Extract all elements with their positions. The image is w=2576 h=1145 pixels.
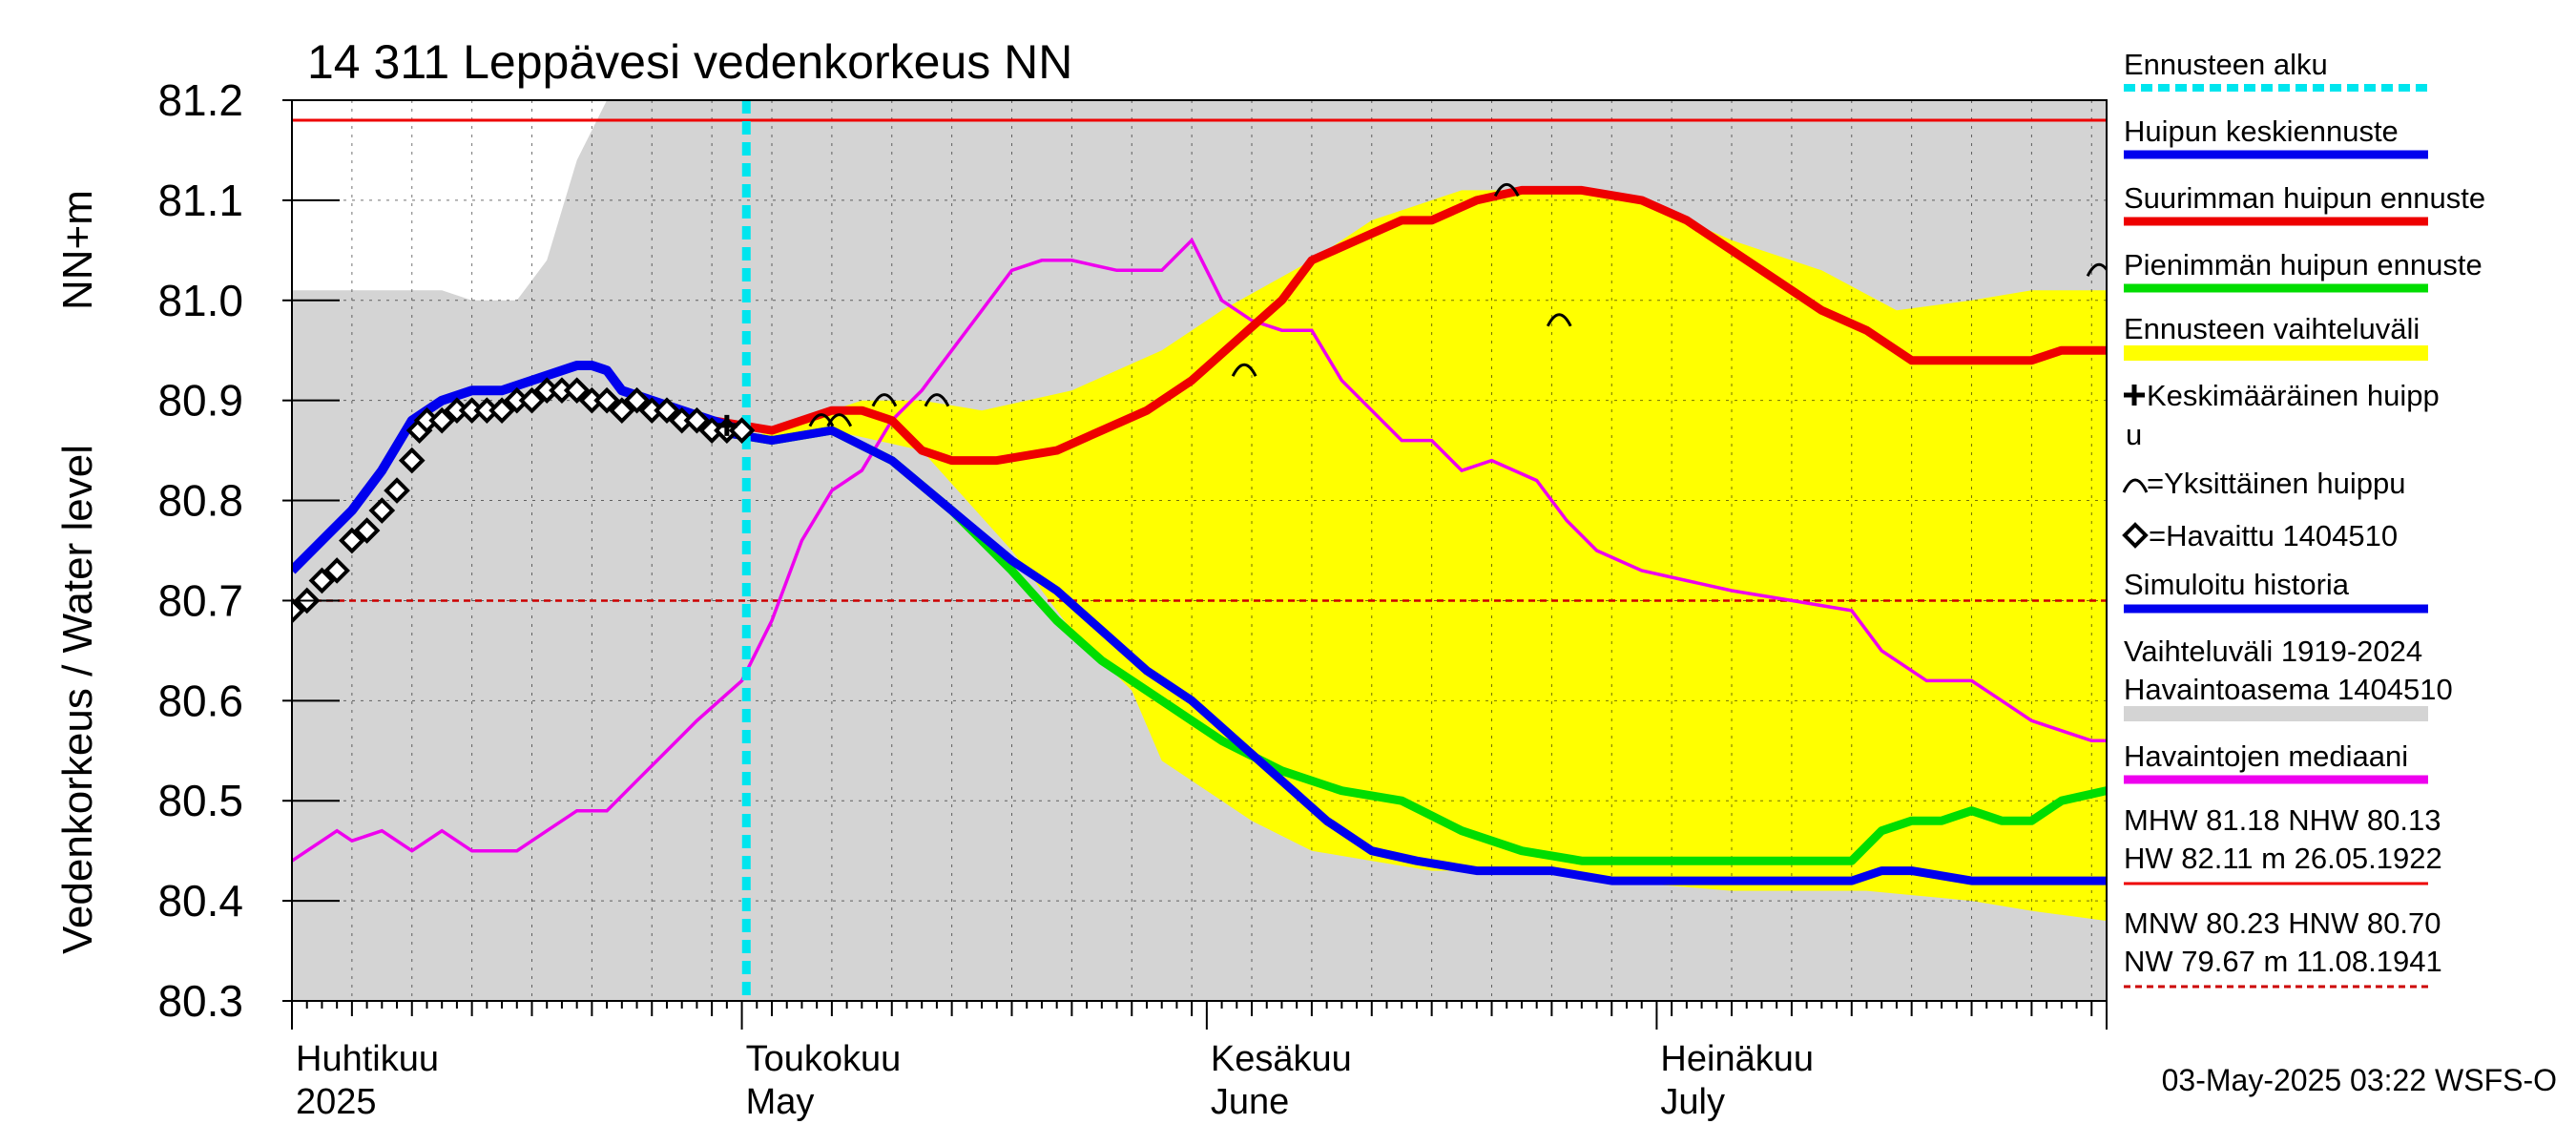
simulated-history-line [292, 361, 744, 574]
single-peak-marker [826, 413, 853, 427]
forecast-variation-band [741, 190, 2107, 922]
x-month-label: Kesäkuu [1211, 1039, 1352, 1079]
legend-label-2: Havaintoasema 1404510 [2124, 673, 2453, 706]
x-month-label-en: 2025 [296, 1082, 377, 1122]
single-peak-marker [1546, 313, 1572, 327]
y-tick-label: 80.7 [157, 575, 243, 625]
timestamp: 03-May-2025 03:22 WSFS-O [2162, 1063, 2557, 1097]
observed-point [623, 386, 651, 414]
single-peak-marker [924, 393, 950, 407]
single-peak-marker [1231, 363, 1257, 377]
y-tick-label: 80.6 [157, 676, 243, 725]
observed-point [518, 386, 546, 414]
x-month-label: Toukokuu [746, 1039, 902, 1079]
legend-label: Havaintojen mediaani [2124, 739, 2408, 773]
legend-label: Ennusteen alku [2124, 48, 2328, 81]
legend-label: Ennusteen vaihteluväli [2124, 312, 2420, 345]
observed-point [428, 406, 456, 434]
legend-swatch-plus [2124, 385, 2145, 406]
chart-title: 14 311 Leppävesi vedenkorkeus NN [307, 35, 1072, 89]
y-axis: 80.3 80.4 80.5 80.6 80.7 80.8 80.9 81.0 81.1 81.2 [157, 75, 340, 1026]
observed-point [488, 397, 515, 424]
observed-point [339, 527, 365, 554]
legend-swatch-diamond [2122, 522, 2149, 549]
observed-point [308, 567, 336, 594]
observed-point [593, 386, 620, 414]
single-peak-marker [2086, 262, 2107, 278]
y-tick-label: 80.3 [157, 976, 243, 1026]
legend-label: Vaihteluväli 1919-2024 [2124, 635, 2422, 668]
plot-area [291, 99, 2108, 1002]
observed-point [323, 557, 350, 584]
single-peak-marker [1493, 182, 1520, 198]
x-month-label-en: July [1660, 1082, 1725, 1122]
y-tick-label: 80.9 [157, 376, 243, 426]
max-peak-forecast-line [711, 185, 2107, 466]
stats-low-line2: NW 79.67 m 11.08.1941 [2124, 945, 2442, 978]
legend-swatch-band [2124, 706, 2428, 721]
x-month-label: Huhtikuu [296, 1039, 439, 1079]
observed-point [292, 597, 305, 624]
observed-point [368, 497, 396, 524]
x-month-label: Heinäkuu [1660, 1039, 1814, 1079]
legend-label: =Yksittäinen huippu [2147, 467, 2405, 500]
legend-label: Keskimääräinen huipp [2147, 379, 2440, 412]
observed-point [353, 517, 381, 544]
x-month-label-en: May [746, 1082, 815, 1122]
observed-point [654, 397, 680, 424]
y-axis-unit: NN+m [54, 190, 101, 310]
y-tick-label: 80.4 [157, 876, 243, 926]
legend-label: =Havaittu 1404510 [2149, 519, 2398, 552]
median-line [292, 237, 2107, 863]
observed-point [563, 377, 591, 405]
observed-point [384, 477, 410, 504]
legend: Ennusteen alku Huipun keskiennuste Suurimm… [2122, 48, 2485, 989]
observed-point [683, 406, 711, 434]
x-month-label-en: June [1211, 1082, 1289, 1122]
observed-point [608, 397, 635, 424]
y-tick-label: 81.1 [157, 176, 243, 225]
mean-peak-forecast-line [711, 426, 2107, 885]
y-tick-label: 81.0 [157, 276, 243, 325]
legend-label: Suurimman huipun ennuste [2124, 181, 2485, 215]
y-tick-label: 80.5 [157, 776, 243, 825]
stats-high-line1: MHW 81.18 NHW 80.13 [2124, 803, 2441, 837]
legend-label: Simuloitu historia [2124, 568, 2350, 601]
y-tick-label: 80.8 [157, 476, 243, 526]
legend-label-wrap: u [2126, 418, 2142, 451]
legend-label: Pienimmän huipun ennuste [2124, 248, 2483, 281]
single-peak-marker [871, 393, 898, 407]
legend-swatch-arc [2122, 478, 2149, 493]
legend-swatch-band [2124, 345, 2428, 361]
mean-peak-marker [716, 414, 737, 436]
legend-label: Huipun keskiennuste [2124, 114, 2399, 148]
stats-low-line1: MNW 80.23 HNW 80.70 [2124, 906, 2441, 940]
plot-content [292, 100, 2107, 1001]
observed-point [398, 447, 426, 474]
stats-high-line2: HW 82.11 m 26.05.1922 [2124, 842, 2442, 875]
plot-frame [291, 99, 2108, 1002]
y-axis-label: Vedenkorkeus / Water level [54, 445, 101, 954]
y-tick-label: 81.2 [157, 75, 243, 125]
